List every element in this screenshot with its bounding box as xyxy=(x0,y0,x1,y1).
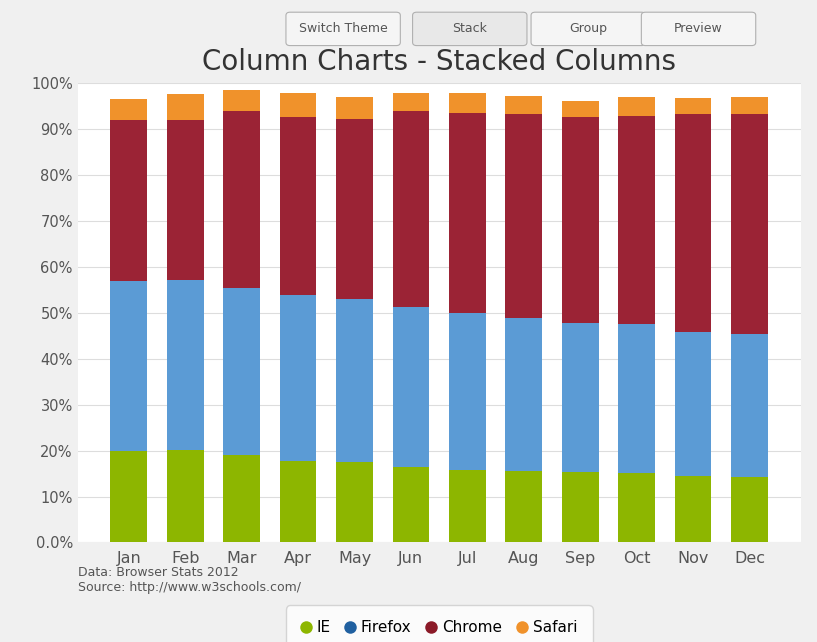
Bar xyxy=(393,306,429,467)
Text: Data: Browser Stats 2012: Data: Browser Stats 2012 xyxy=(78,566,239,579)
Bar xyxy=(223,288,260,455)
Bar xyxy=(449,113,485,313)
Bar xyxy=(506,318,542,471)
Bar xyxy=(449,313,485,469)
Bar xyxy=(449,92,485,113)
Bar xyxy=(675,98,712,114)
Bar xyxy=(506,96,542,114)
Bar xyxy=(110,119,147,281)
Bar xyxy=(167,94,203,119)
Text: Preview: Preview xyxy=(674,22,723,35)
Text: Group: Group xyxy=(569,22,607,35)
Bar xyxy=(393,110,429,306)
Bar xyxy=(731,477,768,542)
Bar xyxy=(167,281,203,450)
Bar xyxy=(449,469,485,542)
Bar xyxy=(618,116,655,324)
Bar xyxy=(336,119,373,299)
Bar xyxy=(110,281,147,451)
Bar xyxy=(279,93,316,117)
Bar xyxy=(223,455,260,542)
Bar xyxy=(336,299,373,462)
Bar xyxy=(279,295,316,461)
Bar xyxy=(506,471,542,542)
Bar xyxy=(675,114,712,332)
Bar xyxy=(167,119,203,281)
Bar xyxy=(562,323,599,473)
Bar xyxy=(675,476,712,542)
Bar xyxy=(506,114,542,318)
Bar xyxy=(167,450,203,542)
Title: Column Charts - Stacked Columns: Column Charts - Stacked Columns xyxy=(202,48,676,76)
Bar xyxy=(731,114,768,334)
Bar xyxy=(336,97,373,119)
Bar xyxy=(562,473,599,542)
Bar xyxy=(393,467,429,542)
Text: Source: http://www.w3schools.com/: Source: http://www.w3schools.com/ xyxy=(78,581,301,594)
Text: Switch Theme: Switch Theme xyxy=(299,22,387,35)
Bar xyxy=(618,97,655,116)
Text: Stack: Stack xyxy=(453,22,487,35)
Bar xyxy=(562,117,599,323)
Bar xyxy=(618,473,655,542)
Bar xyxy=(223,112,260,288)
Bar xyxy=(393,92,429,110)
Bar xyxy=(336,462,373,542)
Bar xyxy=(562,101,599,117)
Bar xyxy=(675,332,712,476)
Bar xyxy=(110,99,147,119)
Bar xyxy=(110,451,147,542)
Bar xyxy=(731,97,768,114)
Bar xyxy=(279,117,316,295)
Bar xyxy=(279,461,316,542)
Bar xyxy=(618,324,655,473)
Legend: IE, Firefox, Chrome, Safari: IE, Firefox, Chrome, Safari xyxy=(290,610,588,642)
Bar xyxy=(731,334,768,477)
Bar xyxy=(223,91,260,112)
